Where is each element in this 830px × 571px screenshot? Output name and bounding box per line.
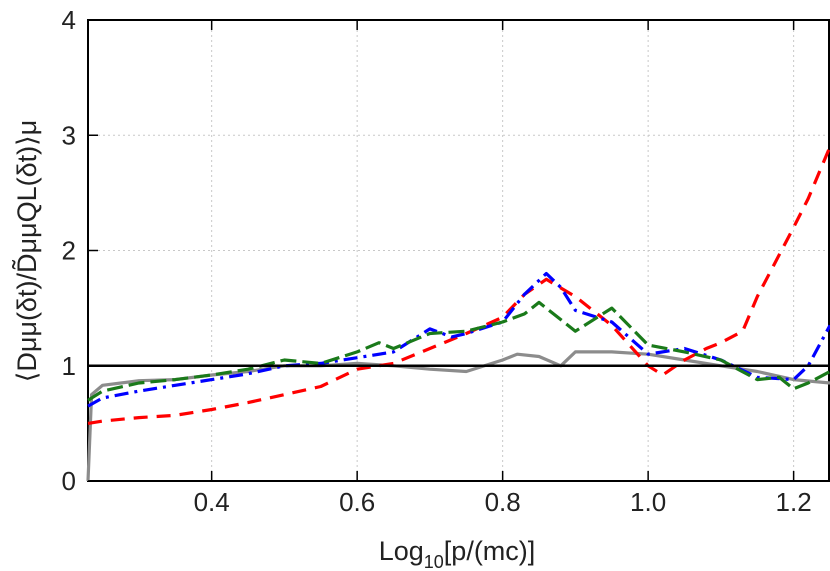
grid bbox=[88, 20, 830, 481]
x-tick-label-2: 0.8 bbox=[485, 487, 521, 517]
series-line-green-dashed bbox=[87, 300, 830, 402]
series-line-red-dashed bbox=[87, 146, 830, 425]
x-axis-title: Log10[p/(mc)] bbox=[379, 536, 536, 571]
y-tick-label-4: 4 bbox=[62, 5, 76, 35]
x-tick-label-0: 0.4 bbox=[194, 487, 230, 517]
y-axis-ticks: 0 1 2 3 4 bbox=[62, 5, 98, 496]
y-tick-label-2: 2 bbox=[62, 236, 76, 266]
y-axis-title: ⟨Dμμ(δt)/D̃μμQL(δt)⟩μ bbox=[12, 120, 42, 382]
series-layer bbox=[86, 146, 830, 482]
x-tick-label-1: 0.6 bbox=[339, 487, 375, 517]
y-tick-label-3: 3 bbox=[62, 120, 76, 150]
x-axis-ticks: 0.4 0.6 0.8 1.0 1.2 bbox=[194, 20, 812, 517]
y-tick-label-1: 1 bbox=[62, 351, 76, 381]
series-line-blue-dashdot bbox=[87, 271, 830, 408]
x-tick-label-4: 1.2 bbox=[776, 487, 812, 517]
series-line-gray-solid bbox=[86, 350, 830, 482]
x-tick-label-3: 1.0 bbox=[630, 487, 666, 517]
y-tick-label-0: 0 bbox=[62, 466, 76, 496]
